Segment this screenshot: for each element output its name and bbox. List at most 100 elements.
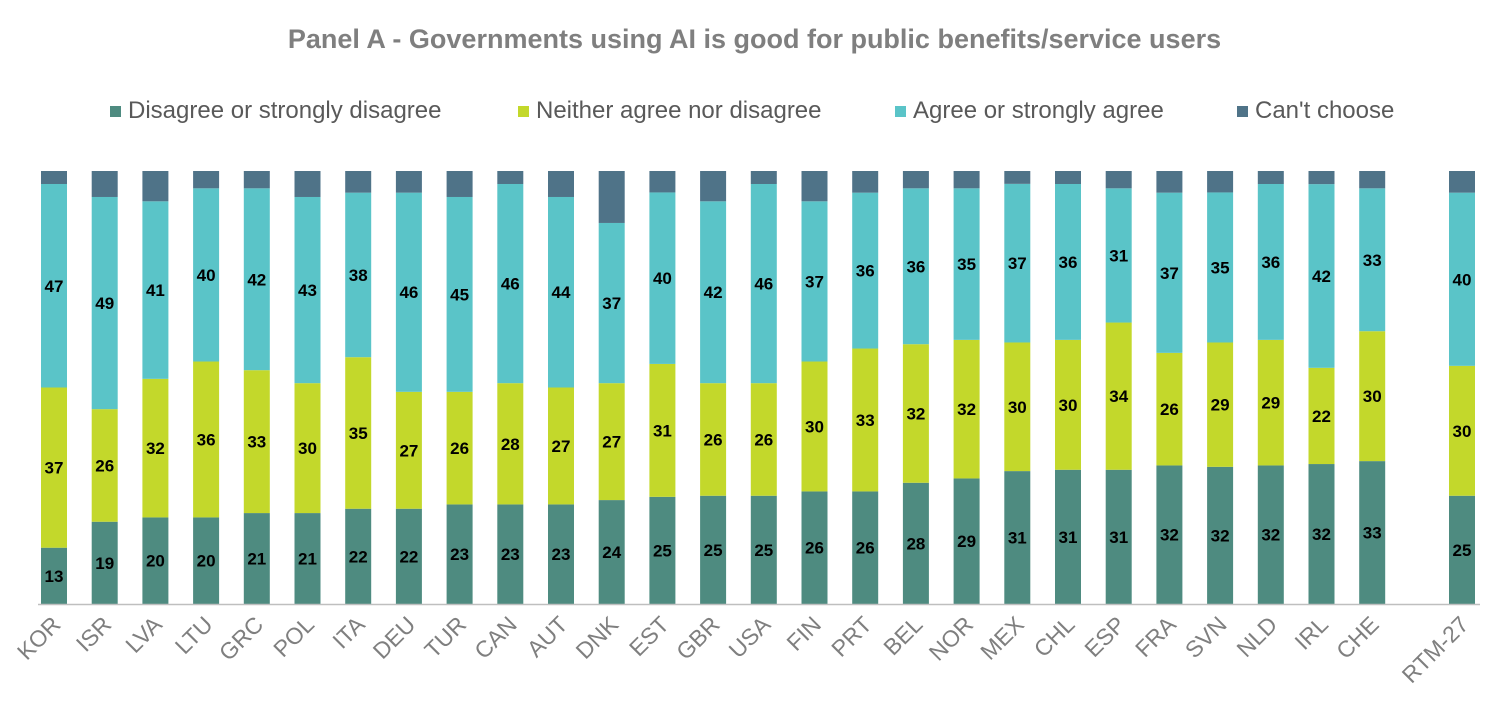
bar-grc-agree [243, 188, 270, 371]
legend-label-disagree: Disagree or strongly disagree [128, 97, 442, 124]
bar-dnk-cant-choose [598, 171, 625, 223]
data-label-chl-agree: 36 [1059, 253, 1078, 272]
x-tick-label-fin: FIN [781, 611, 826, 656]
bar-mex-agree [1004, 183, 1031, 343]
x-tick-label-gbr: GBR [671, 611, 725, 665]
bar-nor-neither [953, 339, 980, 479]
data-label-prt-neither: 33 [856, 411, 875, 430]
data-label-fin-neither: 30 [805, 417, 824, 436]
data-label-pol-agree: 43 [298, 281, 317, 300]
data-label-deu-agree: 46 [399, 283, 418, 302]
bar-irl-neither [1308, 367, 1335, 465]
bar-est-cant-choose [649, 171, 676, 193]
data-label-esp-neither: 34 [1109, 387, 1128, 406]
data-label-deu-neither: 27 [399, 441, 418, 460]
bar-rtm-27-disagree [1449, 495, 1475, 604]
bar-aut-disagree [548, 504, 574, 604]
bar-nor-agree [953, 188, 980, 340]
data-label-isr-agree: 49 [95, 294, 114, 313]
bar-chl-disagree [1055, 469, 1081, 604]
bar-svn-agree [1207, 192, 1234, 343]
bar-nor-disagree [953, 478, 980, 604]
bar-isr-cant-choose [91, 171, 118, 197]
bar-ita-cant-choose [345, 171, 372, 193]
bar-kor-cant-choose [41, 171, 67, 184]
data-label-est-disagree: 25 [653, 541, 672, 560]
data-label-irl-neither: 22 [1312, 407, 1331, 426]
data-label-grc-disagree: 21 [247, 550, 266, 569]
data-label-irl-disagree: 32 [1312, 525, 1331, 544]
bar-che-neither [1359, 331, 1386, 462]
bar-rtm-27-neither [1449, 365, 1475, 496]
data-label-nld-disagree: 32 [1261, 526, 1280, 545]
data-label-fra-disagree: 32 [1160, 526, 1179, 545]
bar-deu-neither [395, 391, 422, 509]
legend-label-cant-choose: Can't choose [1255, 97, 1395, 124]
bar-prt-neither [852, 348, 879, 492]
bar-bel-neither [902, 344, 929, 483]
data-label-chl-disagree: 31 [1059, 528, 1078, 547]
bar-lva-neither [142, 378, 169, 518]
data-label-dnk-disagree: 24 [602, 543, 621, 562]
data-label-isr-neither: 26 [95, 456, 114, 475]
data-label-gbr-agree: 42 [704, 283, 723, 302]
legend-swatch-agree [895, 105, 906, 117]
bar-rtm-27-agree [1449, 192, 1475, 366]
bar-isr-disagree [91, 521, 118, 604]
data-label-aut-neither: 27 [552, 437, 571, 456]
x-tick-label-can: CAN [469, 611, 522, 664]
data-label-svn-agree: 35 [1211, 258, 1230, 277]
data-label-nor-agree: 35 [957, 255, 976, 274]
x-tick-label-prt: PRT [826, 611, 877, 662]
data-label-mex-disagree: 31 [1008, 529, 1027, 548]
data-label-nor-disagree: 29 [957, 532, 976, 551]
bar-esp-disagree [1105, 469, 1132, 604]
bar-bel-agree [902, 188, 929, 345]
bar-esp-neither [1105, 322, 1132, 470]
bar-usa-neither [750, 383, 777, 496]
x-tick-label-che: CHE [1331, 611, 1384, 664]
data-labels-group: 13 37 47 19 26 49 20 32 41 20 36 40 21 33 42 21 30 43 22 35… [45, 246, 1472, 585]
bar-grc-disagree [243, 513, 270, 604]
data-label-fin-disagree: 26 [805, 539, 824, 558]
bar-can-neither [497, 383, 524, 505]
legend-swatch-neither [518, 105, 529, 117]
bar-fin-cant-choose [801, 171, 828, 202]
bar-nld-agree [1257, 183, 1284, 340]
data-label-lva-agree: 41 [146, 281, 165, 300]
bar-ita-neither [345, 357, 372, 509]
x-tick-label-dnk: DNK [571, 611, 624, 664]
bar-gbr-disagree [700, 495, 727, 604]
data-label-rtm-27-disagree: 25 [1453, 541, 1472, 560]
bar-can-cant-choose [497, 171, 524, 184]
data-label-lva-neither: 32 [146, 439, 165, 458]
data-label-svn-neither: 29 [1211, 396, 1230, 415]
x-tick-label-tur: TUR [419, 611, 471, 663]
data-label-irl-agree: 42 [1312, 267, 1331, 286]
legend-item-cant-choose: Can't choose [1237, 94, 1394, 128]
bar-can-disagree [497, 504, 524, 604]
x-tick-label-grc: GRC [214, 611, 269, 666]
data-label-mex-agree: 37 [1008, 254, 1027, 273]
bar-ltu-neither [193, 361, 220, 518]
bar-chl-cant-choose [1055, 171, 1081, 184]
bar-usa-agree [750, 183, 777, 384]
data-label-est-agree: 40 [653, 269, 672, 288]
bar-bel-cant-choose [902, 171, 929, 189]
bar-kor-disagree [41, 547, 67, 604]
data-label-esp-disagree: 31 [1109, 528, 1128, 547]
data-label-che-agree: 33 [1363, 251, 1382, 270]
data-label-bel-disagree: 28 [906, 534, 925, 553]
x-tick-label-bel: BEL [878, 611, 927, 660]
bar-mex-neither [1004, 342, 1031, 472]
bar-ita-agree [345, 192, 372, 358]
data-label-can-agree: 46 [501, 275, 520, 294]
data-label-usa-agree: 46 [754, 275, 773, 294]
data-label-gbr-neither: 26 [704, 430, 723, 449]
x-tick-label-nor: NOR [924, 611, 979, 666]
bar-irl-disagree [1308, 464, 1335, 604]
legend-item-agree: Agree or strongly agree [895, 94, 1164, 128]
bar-fra-neither [1156, 352, 1183, 466]
bar-esp-cant-choose [1105, 171, 1132, 189]
